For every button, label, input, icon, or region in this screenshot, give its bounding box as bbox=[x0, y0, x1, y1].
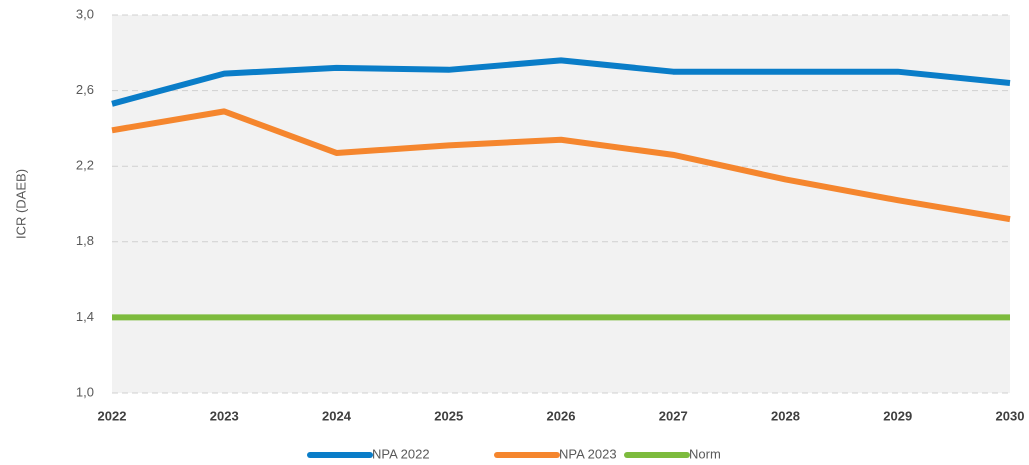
legend-label: Norm bbox=[689, 446, 721, 461]
plot-area bbox=[112, 15, 1010, 393]
legend-label: NPA 2023 bbox=[559, 446, 617, 461]
x-tick-label: 2025 bbox=[434, 408, 463, 423]
y-tick-label: 3,0 bbox=[76, 6, 94, 21]
x-tick-label: 2027 bbox=[659, 408, 688, 423]
y-tick-label: 1,4 bbox=[76, 309, 94, 324]
x-tick-label: 2028 bbox=[771, 408, 800, 423]
y-axis-title: ICR (DAEB) bbox=[13, 169, 28, 239]
series-line bbox=[111, 57, 1011, 107]
x-tick-label: 2026 bbox=[547, 408, 576, 423]
y-tick-label: 1,8 bbox=[76, 233, 94, 248]
x-tick-label: 2022 bbox=[98, 408, 127, 423]
x-tick-label: 2029 bbox=[883, 408, 912, 423]
y-tick-label: 2,2 bbox=[76, 158, 94, 173]
x-tick-label: 2023 bbox=[210, 408, 239, 423]
y-tick-label: 1,0 bbox=[76, 384, 94, 399]
legend-label: NPA 2022 bbox=[372, 446, 430, 461]
x-tick-label: 2024 bbox=[322, 408, 352, 423]
y-tick-label: 2,6 bbox=[76, 82, 94, 97]
x-tick-label: 2030 bbox=[996, 408, 1025, 423]
series-line bbox=[111, 108, 1011, 223]
